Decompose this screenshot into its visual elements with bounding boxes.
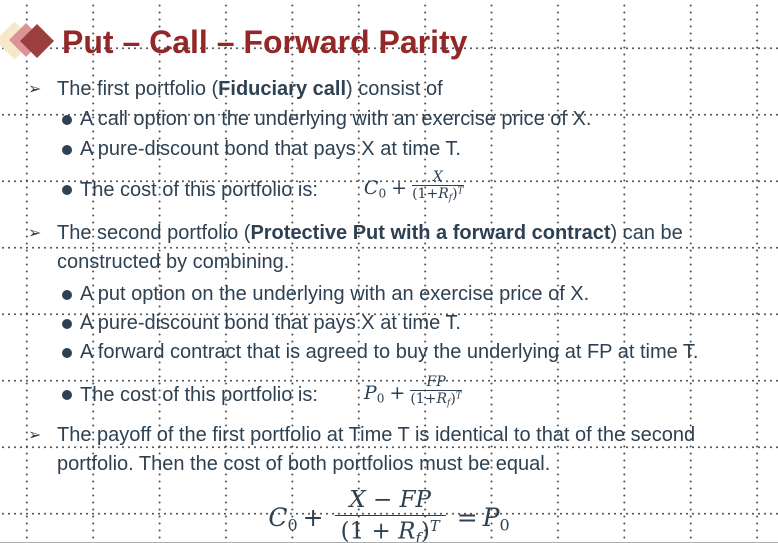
second-portfolio-text: The second portfolio (Protective Put wit…: [57, 219, 722, 277]
bond-text: A pure-discount bond that pays X at time…: [80, 138, 461, 160]
page-title: Put – Call – Forward Parity: [62, 24, 468, 60]
disc-bullet-icon: [62, 290, 80, 300]
math-symbol: ): [420, 518, 430, 543]
math-operator: +: [389, 382, 406, 405]
bullet-bond-2: A pure-discount bond that pays X at time…: [0, 309, 778, 338]
fraction-numerator: X − FP: [334, 485, 446, 517]
math-operator: +: [302, 502, 324, 532]
math-subscript: 0: [378, 186, 387, 201]
arrow-bullet-icon: ➢: [28, 427, 42, 444]
slide-content: ➢ The first portfolio (Fiduciary call) c…: [0, 70, 778, 543]
fraction-numerator: X: [412, 169, 464, 187]
math-symbol: C: [268, 502, 288, 532]
math-exponent: T: [455, 391, 462, 402]
bullet-payoff-equality: ➢ The payoff of the first portfolio at T…: [0, 421, 778, 479]
disc-bullet-icon: [62, 390, 80, 400]
math-subscript: f: [448, 194, 453, 205]
bullet-second-portfolio: ➢ The second portfolio (Protective Put w…: [0, 219, 778, 277]
put-option-text: A put option on the underlying with an e…: [80, 283, 590, 305]
bullet-cost-1: The cost of this portfolio is: C0 + X (1+Rf…: [0, 169, 778, 209]
math-symbol: P: [482, 502, 500, 532]
math-symbol: (1 +: [340, 518, 399, 543]
diamonds-logo-icon: [0, 0, 60, 70]
math-symbol: R: [438, 186, 449, 203]
math-subscript: f: [415, 530, 421, 543]
fraction-denominator: (1 + Rf)T: [335, 516, 446, 543]
bullet-put-option: A put option on the underlying with an e…: [0, 280, 778, 309]
text-segment: The second portfolio (: [57, 222, 251, 244]
bullet-cost-2: The cost of this portfolio is: P0 + FP (1+R…: [0, 374, 778, 414]
arrow-bullet-icon: ➢: [28, 81, 42, 98]
math-subscript: 0: [287, 515, 298, 535]
forward-contract-text: A forward contract that is agreed to buy…: [80, 341, 699, 363]
bond-text: A pure-discount bond that pays X at time…: [80, 312, 461, 334]
math-symbol: P: [363, 382, 377, 405]
math-symbol: (1+: [410, 391, 437, 408]
math-operator: +: [391, 177, 408, 200]
math-symbol: ): [450, 391, 456, 408]
bullet-forward-contract: A forward contract that is agreed to buy…: [0, 338, 778, 367]
fraction-denominator: (1+Rf)T: [412, 186, 463, 204]
disc-bullet-icon: [62, 145, 80, 155]
disc-bullet-icon: [62, 319, 80, 329]
disc-bullet-icon: [62, 348, 80, 358]
bullet-call-option: A call option on the underlying with an …: [0, 105, 778, 134]
math-symbol: C: [363, 177, 379, 200]
text-segment-bold: Fiduciary call: [218, 78, 347, 100]
math-symbol: (1+: [412, 186, 439, 203]
fraction-numerator: FP: [410, 374, 462, 392]
call-option-text: A call option on the underlying with an …: [80, 108, 592, 130]
text-segment: ) consist of: [346, 78, 443, 100]
math-exponent: T: [457, 186, 464, 197]
bullet-bond-1: A pure-discount bond that pays X at time…: [0, 135, 778, 164]
formula-put-call-forward-parity: C0 + X − FP (1 + Rf)T = P0: [0, 485, 778, 543]
math-fraction: X (1+Rf)T: [412, 169, 464, 205]
fraction-denominator: (1+Rf)T: [410, 391, 461, 409]
math-fraction: FP (1+Rf)T: [410, 374, 462, 410]
bullet-first-portfolio: ➢ The first portfolio (Fiduciary call) c…: [0, 75, 778, 104]
disc-bullet-icon: [62, 115, 80, 125]
arrow-bullet-icon: ➢: [28, 225, 42, 242]
math-fraction: X − FP (1 + Rf)T: [334, 485, 446, 543]
payoff-equality-text: The payoff of the first portfolio at Tim…: [57, 424, 696, 475]
math-operator: =: [456, 502, 478, 532]
math-symbol: R: [436, 391, 447, 408]
math-symbol: R: [398, 518, 416, 543]
text-segment-bold: Protective Put with a forward contract: [250, 222, 611, 244]
formula-fiduciary-call-cost: C0 + X (1+Rf)T: [363, 169, 464, 208]
first-portfolio-text: The first portfolio (Fiduciary call) con…: [57, 75, 443, 104]
text-segment: The first portfolio (: [57, 78, 219, 100]
math-exponent: T: [429, 518, 440, 536]
math-subscript: 0: [376, 391, 385, 406]
cost-label: The cost of this portfolio is:: [80, 178, 318, 201]
text-segment: ) can be constructed by combining.: [57, 222, 683, 273]
math-symbol: ): [452, 186, 458, 203]
cost-label: The cost of this portfolio is:: [80, 383, 318, 406]
math-subscript: f: [447, 399, 451, 410]
formula-protective-put-cost: P0 + FP (1+Rf)T: [363, 374, 462, 413]
disc-bullet-icon: [62, 185, 80, 195]
title-row: Put – Call – Forward Parity: [0, 0, 778, 70]
math-subscript: 0: [499, 515, 510, 535]
